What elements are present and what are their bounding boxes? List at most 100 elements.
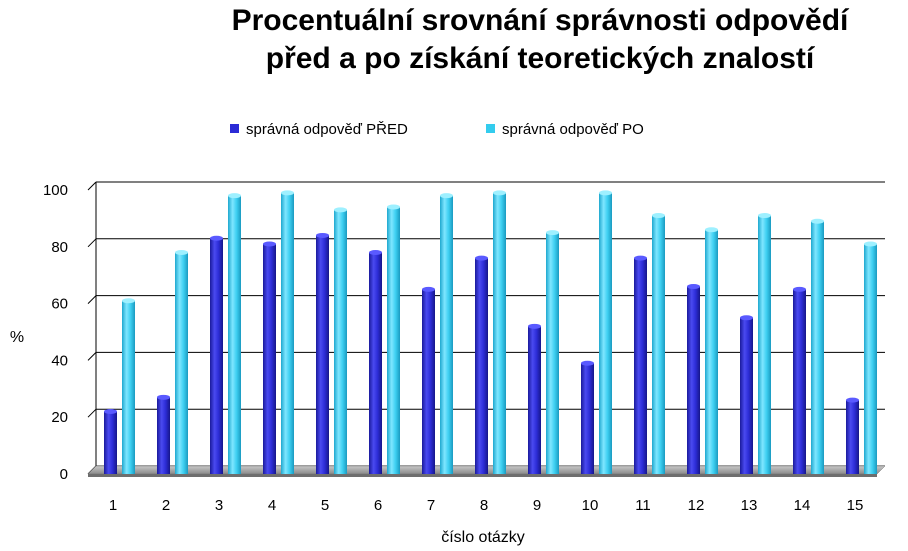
- bar-po: [281, 190, 294, 474]
- y-tick-label: 100: [43, 182, 68, 199]
- bar-po: [705, 227, 718, 474]
- bar-po: [811, 218, 824, 474]
- x-tick-label: 9: [533, 497, 541, 514]
- x-tick-label: 15: [847, 497, 864, 514]
- bar-body: [175, 252, 188, 474]
- x-tick-label: 10: [582, 497, 599, 514]
- bar-top: [387, 204, 400, 210]
- bar-body: [811, 221, 824, 474]
- bar-top: [687, 284, 700, 290]
- bar-body: [263, 243, 276, 474]
- chart-title: Procentuální srovnání správnosti odpověd…: [170, 2, 908, 78]
- bar-body: [687, 286, 700, 474]
- bar-top: [546, 230, 559, 236]
- bar-po: [228, 193, 241, 474]
- bar-top: [210, 235, 223, 241]
- bar-po: [334, 207, 347, 474]
- bar-body: [334, 209, 347, 474]
- y-axis-ticks: 0 20 40 60 80 100: [43, 182, 68, 483]
- bar-body: [705, 229, 718, 474]
- bar-top: [334, 207, 347, 213]
- bar-body: [846, 400, 859, 474]
- y-tick-label: 40: [51, 352, 68, 369]
- bar-po: [175, 249, 188, 474]
- bar-body: [758, 215, 771, 474]
- bar-body: [228, 195, 241, 474]
- bar-po: [546, 230, 559, 474]
- bar-top: [793, 286, 806, 292]
- x-tick-label: 5: [321, 497, 329, 514]
- bar-body: [440, 195, 453, 474]
- bar-pred: [793, 286, 806, 474]
- x-tick-label: 11: [635, 497, 651, 514]
- bar-body: [316, 235, 329, 474]
- bar-top: [652, 213, 665, 219]
- legend-swatch-po: [486, 124, 495, 133]
- bar-top: [493, 190, 506, 196]
- bar-body: [281, 192, 294, 474]
- y-tick-label: 60: [51, 296, 68, 313]
- bar-pred: [369, 249, 382, 474]
- bar-pred: [528, 323, 541, 474]
- x-tick-label: 12: [688, 497, 705, 514]
- x-tick-label: 6: [374, 497, 382, 514]
- bar-top: [281, 190, 294, 196]
- bar-body: [369, 252, 382, 474]
- legend-label-pred: správná odpověď PŘED: [246, 121, 408, 138]
- bar-po: [758, 213, 771, 474]
- bar-top: [440, 193, 453, 199]
- bar-pred: [263, 241, 276, 474]
- bar-pred: [634, 255, 647, 474]
- bar-top: [846, 397, 859, 403]
- bar-top: [104, 409, 117, 415]
- x-tick-label: 1: [109, 497, 117, 514]
- bar-top: [528, 323, 541, 329]
- bar-top: [263, 241, 276, 247]
- bar-top: [705, 227, 718, 233]
- bar-po: [599, 190, 612, 474]
- bar-body: [122, 300, 135, 474]
- bar-pred: [581, 360, 594, 474]
- y-tick-label: 0: [60, 466, 68, 483]
- bar-top: [122, 298, 135, 304]
- x-tick-label: 7: [427, 497, 435, 514]
- bar-body: [599, 192, 612, 474]
- bar-body: [546, 232, 559, 474]
- bar-body: [528, 326, 541, 474]
- legend-item-po: správná odpověď PO: [486, 121, 644, 138]
- bar-body: [652, 215, 665, 474]
- y-tick-label: 20: [51, 409, 68, 426]
- bar-body: [387, 207, 400, 475]
- grid-line-diag: [87, 295, 97, 304]
- bar-po: [122, 298, 135, 474]
- bar-po: [864, 241, 877, 474]
- bar-body: [157, 397, 170, 474]
- bar-body: [493, 192, 506, 474]
- floor-front: [88, 474, 877, 477]
- chart-title-line2: před a po získání teoretických znalostí: [265, 42, 815, 75]
- bar-top: [758, 213, 771, 219]
- bar-po: [493, 190, 506, 474]
- x-tick-label: 2: [162, 497, 170, 514]
- bar-po: [652, 213, 665, 474]
- bar-body: [634, 258, 647, 474]
- bars: [104, 190, 877, 475]
- legend-swatch-pred: [230, 124, 239, 133]
- grid-line-diag: [87, 238, 97, 248]
- chart-title-line1: Procentuální srovnání správnosti odpověd…: [231, 4, 849, 37]
- bar-top: [599, 190, 612, 196]
- x-axis-label: číslo otázky: [441, 529, 525, 546]
- x-tick-label: 4: [268, 497, 276, 514]
- bar-top: [581, 360, 594, 366]
- legend-item-pred: správná odpověď PŘED: [230, 121, 408, 138]
- bar-top: [228, 193, 241, 199]
- bar-top: [475, 255, 488, 261]
- grid-line-diag: [87, 408, 97, 418]
- legend-label-po: správná odpověď PO: [502, 121, 644, 138]
- bar-top: [369, 249, 382, 255]
- bar-body: [581, 363, 594, 474]
- x-tick-label: 3: [215, 497, 223, 514]
- grid-line-diag: [87, 181, 97, 191]
- bar-pred: [740, 315, 753, 474]
